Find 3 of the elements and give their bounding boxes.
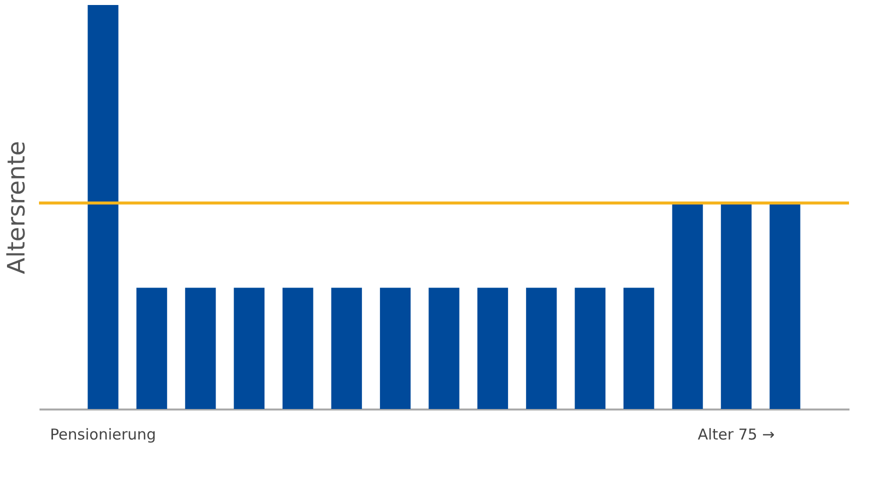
y-axis-title: Altersrente [2,140,30,274]
x-tick-label: Alter 75 → [698,426,775,444]
x-tick-label: Pensionierung [50,426,156,444]
